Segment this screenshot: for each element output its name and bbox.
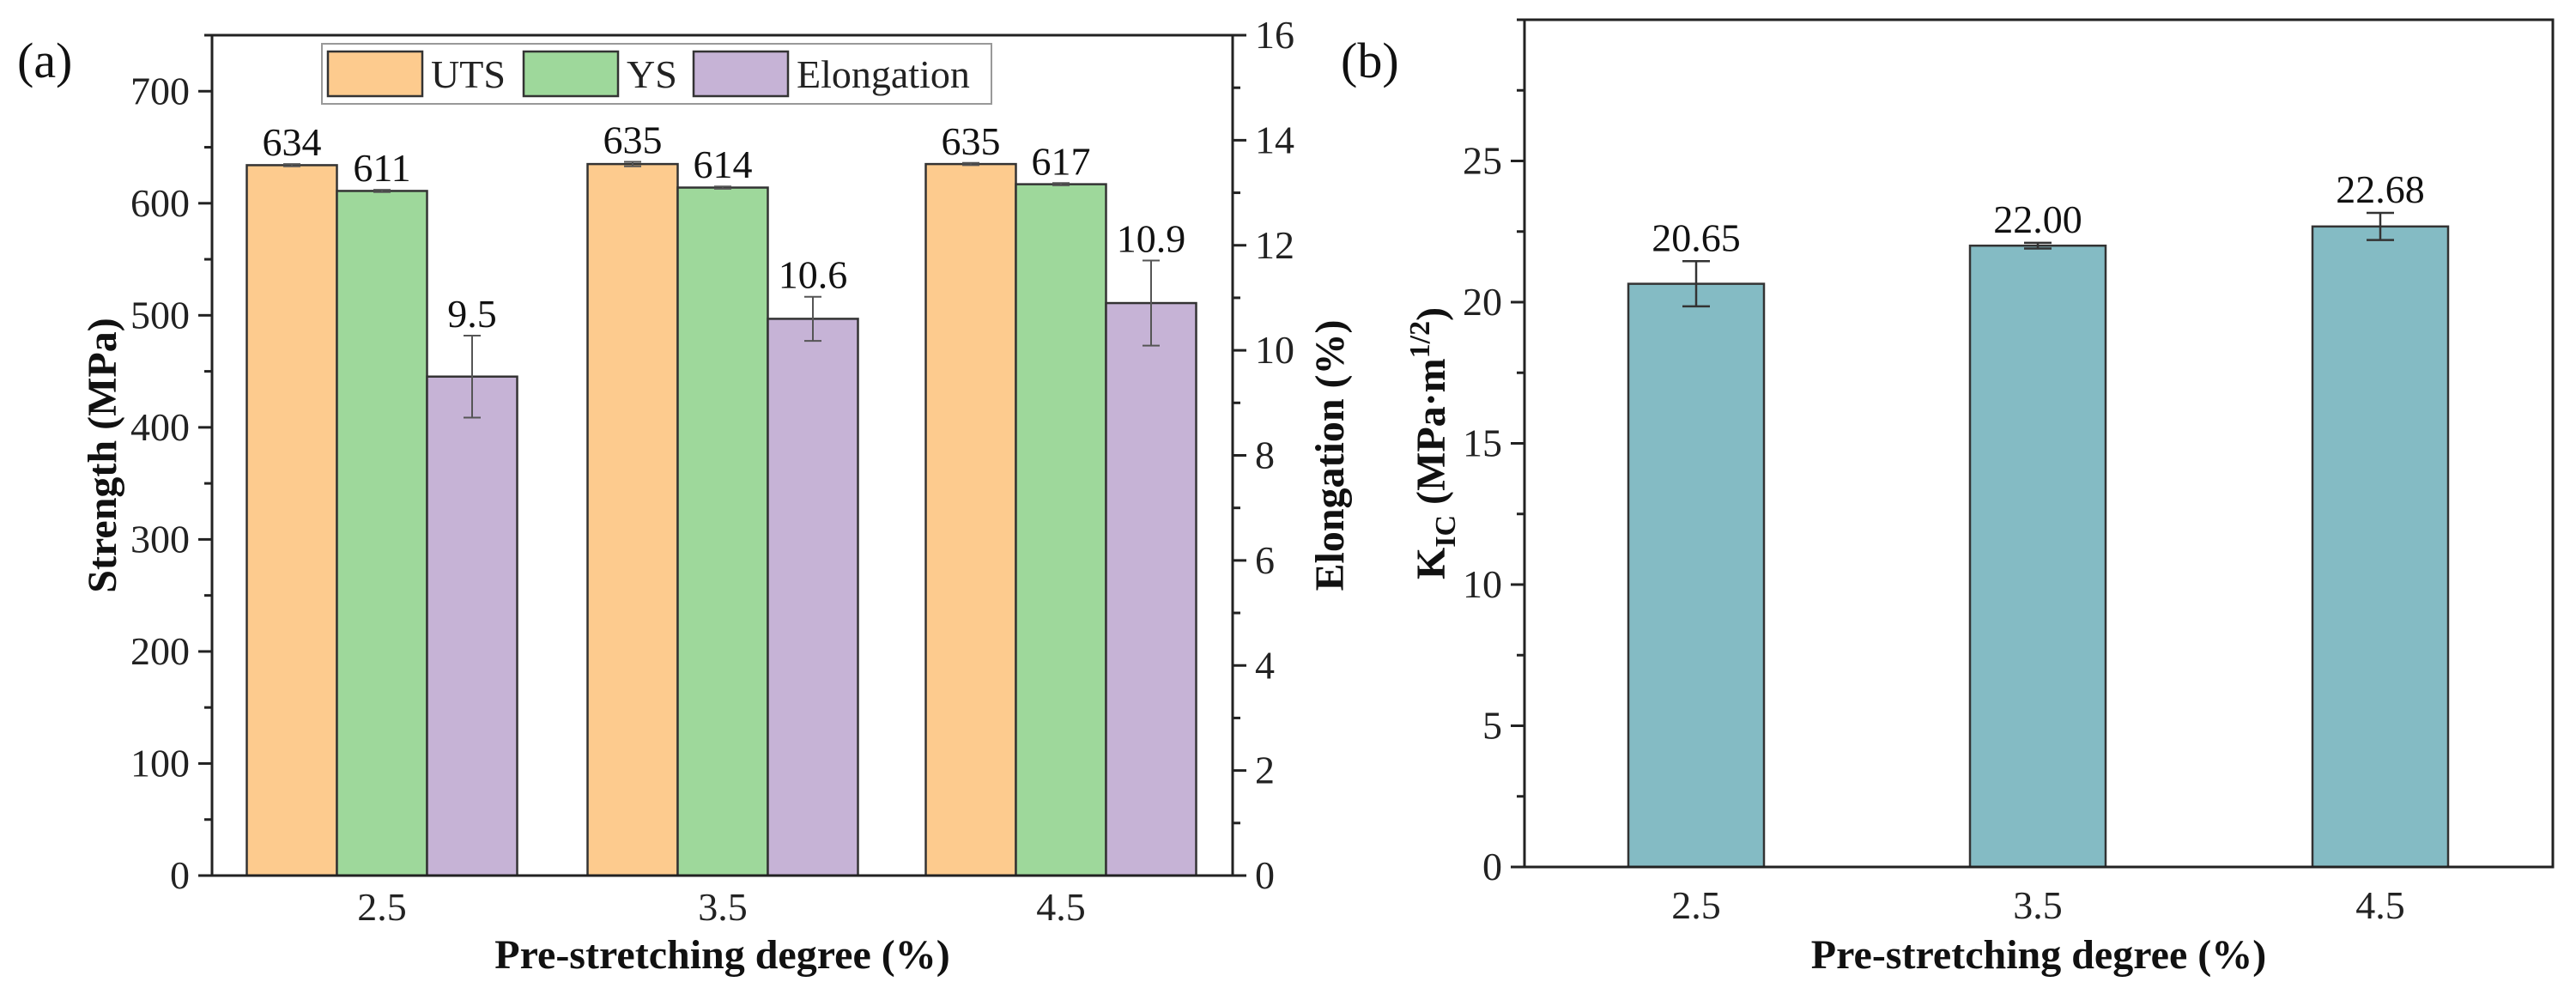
y-left-tick-label: 600 (130, 181, 190, 225)
data-label: 614 (694, 142, 753, 186)
panel-label: (b) (1341, 33, 1399, 88)
y-left-tick-label: 500 (130, 293, 190, 336)
y-left-tick-label: 10 (1463, 562, 1502, 606)
y-left-tick-label: 20 (1463, 280, 1502, 324)
y-right-tick-label: 2 (1255, 749, 1275, 792)
y-right-tick-label: 8 (1255, 433, 1275, 477)
y-left-tick-label: 100 (130, 741, 190, 785)
data-label: 634 (263, 120, 322, 164)
data-label: 635 (603, 118, 663, 162)
y-right-tick-label: 6 (1255, 538, 1275, 582)
y-axis-title: KIC (MPa·m1/2) (1404, 307, 1462, 579)
bar-elongation (767, 318, 859, 877)
legend-swatch-elongation (692, 50, 790, 98)
bar-elongation (426, 375, 518, 877)
bar-kic (2311, 225, 2450, 869)
data-label: 611 (353, 146, 410, 190)
y-right-tick-label: 12 (1255, 223, 1294, 267)
bar-kic (1968, 244, 2107, 869)
y-axis-title-part: IC (1430, 515, 1462, 548)
y-axis-title-part: (MPa·m (1409, 358, 1454, 515)
legend-swatch-ys (522, 50, 620, 98)
bar-elongation (1105, 301, 1197, 877)
data-label: 635 (942, 119, 1001, 163)
legend-swatch-uts (326, 50, 424, 98)
x-axis-title: Pre-stretching degree (%) (1811, 932, 2266, 978)
y-right-tick-label: 14 (1255, 118, 1294, 161)
data-label: 10.6 (779, 253, 848, 297)
y-axis-title-part: K (1409, 548, 1454, 579)
x-tick-label: 3.5 (2013, 883, 2063, 927)
y-left-tick-label: 25 (1463, 139, 1502, 183)
x-tick-label: 4.5 (2355, 883, 2405, 927)
legend-label: YS (627, 52, 677, 96)
y-left-tick-label: 5 (1482, 704, 1502, 748)
y-left-tick-label: 0 (170, 853, 190, 897)
legend-label: Elongation (797, 52, 970, 96)
x-tick-label: 4.5 (1036, 885, 1086, 929)
y-left-tick-label: 0 (1482, 845, 1502, 888)
x-tick-label: 2.5 (1671, 883, 1721, 927)
bar-uts (924, 162, 1017, 877)
data-label: 22.68 (2336, 167, 2425, 211)
bar-ys (1015, 183, 1107, 877)
data-label: 22.00 (1993, 197, 2082, 241)
bar-ys (336, 190, 428, 877)
y-right-tick-label: 4 (1255, 643, 1275, 687)
data-label: 10.9 (1117, 216, 1186, 260)
panel-b-chart: (b) 20.65 22.00 22.68 0 5 10 15 20 25 2.5 3.5 4.5 Pre… (1341, 18, 2555, 978)
x-tick-label: 3.5 (698, 885, 748, 929)
x-axis-title: Pre-stretching degree (%) (494, 932, 949, 978)
y-axis-title: Strength (MPa) (80, 318, 125, 592)
bar-ys (676, 186, 769, 877)
bar-kic (1627, 282, 1766, 869)
bar-uts (586, 162, 679, 877)
x-tick-label: 2.5 (357, 885, 407, 929)
panel-label: (a) (17, 33, 72, 88)
data-label: 20.65 (1652, 215, 1741, 259)
y-left-tick-label: 300 (130, 517, 190, 561)
y-left-tick-label: 15 (1463, 421, 1502, 465)
y-right-tick-label: 10 (1255, 328, 1294, 372)
y-right-tick-label: 16 (1255, 13, 1294, 57)
y-left-tick-label: 200 (130, 629, 190, 673)
y-left-tick-label: 400 (130, 405, 190, 449)
y-right-axis-title: Elongation (%) (1307, 319, 1353, 591)
legend-label: UTS (431, 52, 506, 96)
y-axis-title-part: ) (1409, 307, 1454, 321)
y-right-tick-label: 0 (1255, 853, 1275, 897)
data-label: 9.5 (447, 292, 497, 336)
legend: UTS YS Elongation (321, 43, 992, 105)
bar-uts (245, 164, 338, 877)
data-label: 617 (1032, 139, 1091, 183)
y-left-tick-label: 700 (130, 69, 190, 112)
y-axis-title-part: 1/2 (1404, 321, 1436, 358)
legend-box (321, 43, 992, 105)
